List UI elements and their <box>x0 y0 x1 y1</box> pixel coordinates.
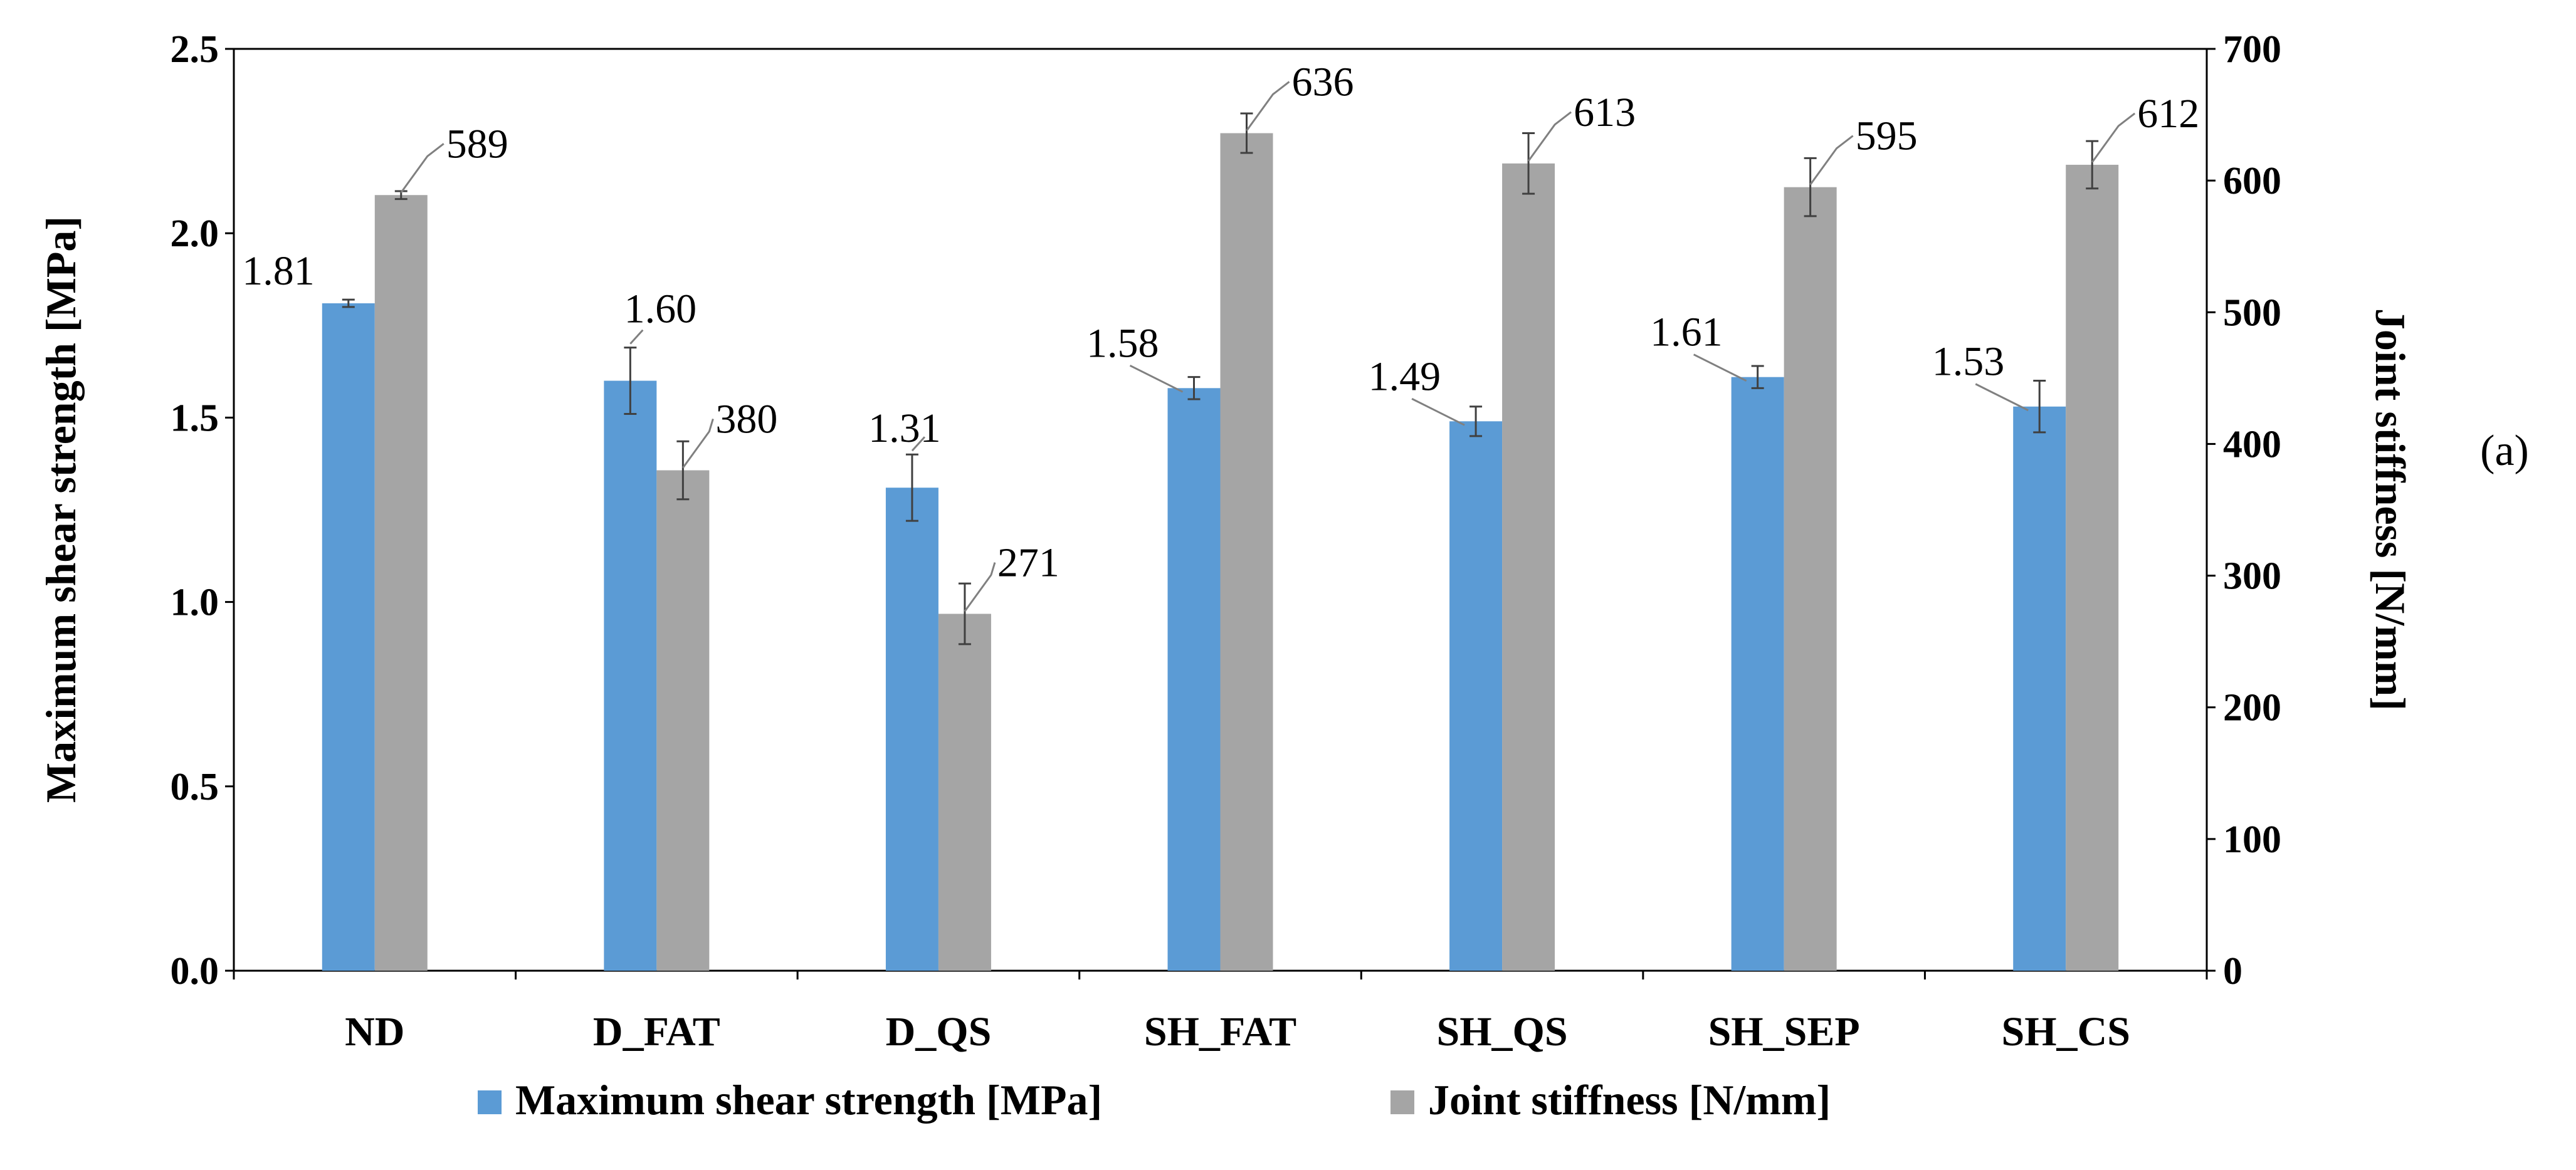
leader-line <box>1411 397 1465 426</box>
data-label-strength: 1.49 <box>1369 353 1441 399</box>
data-label-strength: 1.58 <box>1086 320 1159 366</box>
legend-label-strength: Maximum shear strength [MPa] <box>515 1076 1102 1124</box>
category-label: SH_QS <box>1437 1009 1568 1055</box>
bar-strength <box>1731 377 1784 971</box>
bar-strength <box>1167 388 1221 971</box>
leader-line <box>911 436 926 452</box>
right-tick-label: 500 <box>2223 291 2281 334</box>
bar-strength <box>322 303 375 971</box>
leader-line <box>629 329 644 345</box>
bar-stiffness <box>656 470 710 971</box>
left-tick-label: 1.5 <box>171 397 219 439</box>
bar-strength <box>885 488 938 971</box>
category-labels: ND D_FAT D_QS SH_FAT SH_QS SH_SEP SH_CS <box>233 971 2208 1055</box>
leader-lines-layer <box>400 81 2136 612</box>
legend: Maximum shear strength [MPa] Joint stiff… <box>478 1076 1831 1124</box>
category-label: SH_SEP <box>1708 1009 1860 1055</box>
left-tick-label: 2.5 <box>171 28 219 71</box>
leader-line <box>1975 383 2029 412</box>
bar-stiffness <box>374 195 428 971</box>
left-tick-label: 0.0 <box>171 950 219 993</box>
right-tick-label: 400 <box>2223 423 2281 466</box>
category-label: D_QS <box>886 1009 992 1055</box>
panel-label: (a) <box>2480 427 2529 475</box>
right-tick-label: 100 <box>2223 818 2281 861</box>
bar-stiffness <box>1502 163 1555 971</box>
left-tick-label: 0.5 <box>171 766 219 808</box>
leader-line <box>1693 353 1747 382</box>
data-label-stiffness: 589 <box>446 121 508 167</box>
left-axis-title: Maximum shear strength [MPa] <box>37 216 85 803</box>
leader-line <box>1246 81 1290 132</box>
category-label: SH_FAT <box>1144 1009 1296 1055</box>
data-label-strength: 1.53 <box>1932 339 2005 385</box>
leader-line <box>1809 135 1854 185</box>
right-tick-label: 600 <box>2223 160 2281 202</box>
left-tick-label: 2.0 <box>171 212 219 255</box>
right-tick-label: 200 <box>2223 687 2281 729</box>
bar-strength <box>604 380 657 971</box>
data-label-strength: 1.60 <box>624 286 697 332</box>
data-labels-layer: 1.81 589 1.60 380 1.31 271 1.58 636 1.49 613 1.61 5… <box>242 59 2199 585</box>
leader-line <box>682 419 714 469</box>
category-label: SH_CS <box>2002 1009 2130 1055</box>
legend-swatch-stiffness <box>1391 1090 1414 1114</box>
left-axis-ticks: 0.0 0.5 1.0 1.5 2.0 2.5 <box>171 28 234 993</box>
bar-stiffness <box>938 614 991 971</box>
data-label-strength: 1.61 <box>1650 310 1723 355</box>
right-axis-title: Joint stiffness [N/mm] <box>2367 308 2414 711</box>
bar-stiffness <box>2066 164 2119 971</box>
legend-label-stiffness: Joint stiffness [N/mm] <box>1428 1076 1831 1124</box>
right-axis-ticks: 0 100 200 300 400 500 600 700 <box>2207 28 2281 993</box>
leader-line <box>2091 112 2136 163</box>
data-label-stiffness: 380 <box>715 396 777 442</box>
bar-stiffness <box>1220 133 1273 971</box>
right-tick-label: 700 <box>2223 28 2281 71</box>
leader-line <box>1129 364 1184 393</box>
error-bars-layer <box>342 112 2099 645</box>
bar-strength <box>2013 406 2066 971</box>
data-label-stiffness: 613 <box>1574 90 1636 135</box>
data-label-stiffness: 595 <box>1856 113 1918 159</box>
data-label-strength: 1.31 <box>868 405 941 451</box>
leader-line <box>1527 111 1572 162</box>
data-label-stiffness: 271 <box>997 540 1059 586</box>
bar-strength <box>1449 421 1503 971</box>
bars-layer <box>322 133 2119 971</box>
data-label-stiffness: 612 <box>2137 91 2199 137</box>
category-label: D_FAT <box>593 1009 720 1055</box>
data-label-stiffness: 636 <box>1292 59 1354 105</box>
leader-line <box>964 562 996 612</box>
category-label: ND <box>345 1009 404 1055</box>
right-tick-label: 0 <box>2223 950 2242 993</box>
bar-stiffness <box>1784 187 1837 971</box>
data-label-strength: 1.81 <box>242 248 315 294</box>
leader-line <box>400 143 444 194</box>
left-tick-label: 1.0 <box>171 582 219 624</box>
right-tick-label: 300 <box>2223 555 2281 598</box>
legend-swatch-strength <box>478 1090 502 1114</box>
